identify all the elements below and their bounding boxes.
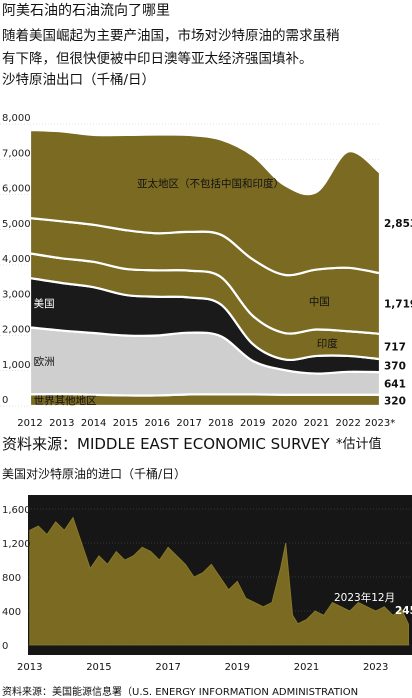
y-tick-label: 8,000 — [2, 113, 31, 124]
series-label: 世界其他地区 — [34, 394, 97, 407]
x-tick-label: 2023* — [365, 418, 395, 429]
y-tick-label: 3,000 — [2, 289, 31, 300]
x-tick-label: 2012 — [17, 418, 42, 429]
x-tick-label: 2015 — [113, 418, 138, 429]
end-label: 717 — [384, 341, 406, 353]
chart1-y-ticks: 8,000 7,000 6,000 5,000 4,000 3,000 2,000 1,000… — [2, 113, 31, 406]
chart2-y-ticks: 1,600 1,200 800 400 0 — [2, 505, 31, 652]
y-tick-label: 5,000 — [2, 219, 31, 230]
x-tick-label: 2022 — [335, 418, 360, 429]
chart2-source: 资料来源：美国能源信息署（U.S. ENERGY INFORMATION ADM… — [2, 687, 359, 698]
y-tick-label: 0 — [2, 395, 8, 406]
chart2-title: 美国对沙特原油的进口（千桶/日） — [2, 467, 187, 481]
y-tick-label: 7,000 — [2, 148, 31, 159]
y-tick-label: 4,000 — [2, 254, 31, 265]
y-tick-label: 1,600 — [2, 505, 31, 516]
end-label: 245 — [395, 605, 412, 617]
y-tick-label: 6,000 — [2, 184, 31, 195]
annotation-date: 2023年12月 — [334, 591, 395, 604]
x-tick-label: 2018 — [208, 418, 233, 429]
y-tick-label: 1,000 — [2, 360, 31, 371]
end-label: 370 — [384, 361, 406, 373]
chart1-areas — [28, 128, 382, 408]
imports-area — [29, 516, 409, 646]
x-tick-label: 2021 — [304, 418, 329, 429]
x-tick-label: 2014 — [81, 418, 106, 429]
y-tick-label: 400 — [2, 607, 21, 618]
series-label: 印度 — [317, 337, 338, 350]
chart1-end-labels: 2,853 1,719 717 641 370 320 — [384, 218, 412, 407]
chart1-source: 资料来源：MIDDLE EAST ECONOMIC SURVEY — [2, 435, 330, 453]
y-tick-label: 1,200 — [2, 539, 31, 550]
x-tick-label: 2017 — [176, 418, 201, 429]
chart1-x-ticks: 2012 2013 2014 2015 2016 2017 2018 2019 2020 2021… — [17, 418, 395, 429]
x-tick-label: 2016 — [145, 418, 170, 429]
x-tick-label: 2023 — [363, 662, 388, 673]
y-tick-label: 800 — [2, 573, 21, 584]
series-label: 美国 — [34, 297, 55, 310]
saudi-exports-chart: 8,000 7,000 6,000 5,000 4,000 3,000 2,000 1,000… — [0, 113, 412, 429]
area-6 — [28, 128, 382, 277]
chart2-area — [29, 516, 409, 646]
y-tick-label: 0 — [2, 641, 8, 652]
x-tick-label: 2019 — [225, 662, 250, 673]
series-label: 欧洲 — [34, 356, 55, 368]
x-tick-label: 2013 — [49, 418, 74, 429]
end-label: 641 — [384, 378, 406, 390]
subtitle-line-2: 有下降，但很快便被中印日澳等亚太经济强国填补。 — [2, 51, 313, 67]
x-tick-label: 2017 — [155, 662, 180, 673]
y-tick-label: 2,000 — [2, 325, 31, 336]
series-label: 中国 — [309, 295, 330, 308]
chart1-note: *估计值 — [336, 437, 382, 452]
chart2-annotation: 2023年12月245 — [334, 591, 412, 617]
chart2-x-ticks: 2013 2015 2017 2019 2021 2023 — [17, 662, 388, 673]
x-tick-label: 2015 — [86, 662, 111, 673]
subtitle-line-1: 随着美国崛起为主要产油国，市场对沙特原油的需求虽稍 — [2, 28, 340, 44]
x-tick-label: 2021 — [294, 662, 319, 673]
chart1-title: 沙特原油出口（千桶/日） — [2, 72, 156, 88]
x-tick-label: 2013 — [17, 662, 42, 673]
end-label: 320 — [384, 395, 406, 407]
end-label: 2,853 — [384, 218, 412, 230]
headline: 阿美石油的石油流向了哪里 — [2, 3, 170, 19]
x-tick-label: 2020 — [272, 418, 297, 429]
series-label: 亚太地区（不包括中国和印度） — [137, 177, 284, 190]
end-label: 1,719 — [384, 299, 412, 311]
x-tick-label: 2019 — [240, 418, 265, 429]
